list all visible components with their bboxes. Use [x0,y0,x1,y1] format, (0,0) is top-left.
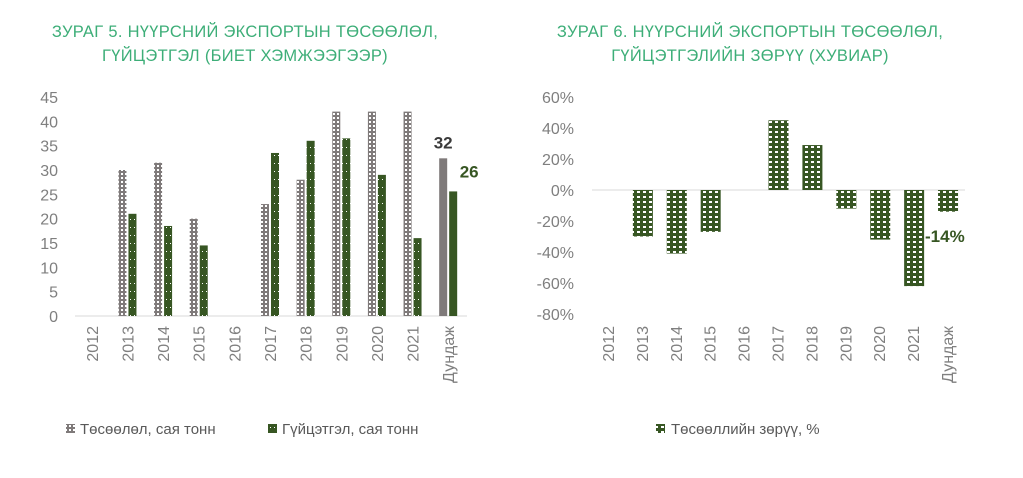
bar-actual [128,213,137,316]
y-tick-label: 40 [40,114,58,131]
bar-actual [306,140,315,316]
bar-planned [367,111,376,316]
x-tick-label: Дундаж [441,326,458,383]
legend-swatch-planned [66,424,75,433]
bar-planned [403,111,412,316]
chart5-title-line2: ГҮЙЦЭТГЭЛ (БИЕТ ХЭМЖЭЭГЭЭР) [102,47,388,65]
x-tick-label: 2019 [838,326,855,362]
x-tick-label: 2012 [85,326,102,362]
bar-deviation [700,190,721,232]
legend-label-actual: Гүйцэтгэл, сая тонн [282,421,418,438]
legend-swatch-actual [268,424,277,433]
bar-deviation [632,190,653,237]
x-tick-label: 2021 [406,326,423,362]
bar-actual [199,245,208,316]
chart5-title: ЗУРАГ 5. НҮҮРСНИЙ ЭКСПОРТЫН ТӨСӨӨЛӨЛ, ГҮ… [20,20,470,68]
bar-deviation [938,190,959,212]
bar-actual [342,138,351,316]
chart6-title-line1: ЗУРАГ 6. НҮҮРСНИЙ ЭКСПОРТЫН ТӨСӨӨЛӨЛ, [556,23,944,41]
y-tick-label: 35 [40,139,58,156]
bar-actual [164,225,173,316]
y-tick-label: 0% [551,183,574,200]
x-tick-label: 2017 [263,326,280,362]
y-tick-label: 0 [49,309,58,326]
y-tick-label: 30 [40,163,58,180]
bar-deviation [870,190,891,240]
x-tick-label: 2014 [669,326,686,362]
bar-actual [377,174,386,316]
x-tick-label: 2016 [227,326,244,362]
y-tick-label: -60% [537,276,574,293]
y-tick-label: 25 [40,187,58,204]
y-tick-label: -40% [537,245,574,262]
y-tick-label: 40% [542,121,574,138]
x-tick-label: 2013 [120,326,137,362]
data-label-actual: 26 [460,162,479,181]
bar-deviation [666,190,687,254]
chart6-title: ЗУРАГ 6. НҮҮРСНИЙ ЭКСПОРТЫН ТӨСӨӨЛӨЛ, ГҮ… [520,20,980,68]
chart5-title-line1: ЗУРАГ 5. НҮҮРСНИЙ ЭКСПОРТЫН ТӨСӨӨЛӨЛ, [51,23,439,41]
bar-planned [332,111,341,316]
legend-swatch-deviation [656,424,665,433]
x-tick-label: 2019 [334,326,351,362]
legend-label-deviation: Төсөөллийн зөрүү, % [671,421,820,438]
x-tick-label: 2015 [703,326,720,362]
y-tick-label: 20 [40,212,58,229]
x-tick-label: 2017 [771,326,788,362]
bar-planned [154,162,163,316]
y-tick-label: -80% [537,307,574,324]
bar-actual [413,238,422,316]
y-tick-label: 60% [542,90,574,107]
y-tick-label: 20% [542,152,574,169]
chart6-title-line2: ГҮЙЦЭТГЭЛИЙН ЗӨРҮҮ (ХУВИАР) [611,47,889,65]
bar-deviation [904,190,925,287]
x-tick-label: Дундаж [940,326,957,383]
y-tick-label: 10 [40,260,58,277]
bar-deviation [802,145,823,190]
data-label-planned: 32 [434,133,453,152]
y-tick-label: 45 [40,90,58,107]
legend-label-planned: Төсөөлөл, сая тонн [80,421,216,438]
bar-planned [439,158,448,316]
x-tick-label: 2021 [906,326,923,362]
x-tick-label: 2018 [804,326,821,362]
y-tick-label: 15 [40,236,58,253]
bar-deviation [768,120,789,190]
x-tick-label: 2018 [299,326,316,362]
bar-deviation [836,190,857,209]
bar-planned [189,218,198,316]
x-tick-label: 2015 [192,326,209,362]
data-label-average: -14% [925,227,965,246]
y-tick-label: -20% [537,214,574,231]
bar-planned [118,170,127,316]
x-tick-label: 2013 [635,326,652,362]
x-tick-label: 2020 [370,326,387,362]
x-tick-label: 2016 [737,326,754,362]
bar-actual [271,152,279,316]
bar-actual [449,191,458,316]
bar-planned [296,179,305,316]
y-tick-label: 5 [49,285,58,302]
bar-planned [261,204,269,316]
x-tick-label: 2012 [601,326,618,362]
x-tick-label: 2014 [156,326,173,362]
x-tick-label: 2020 [872,326,889,362]
